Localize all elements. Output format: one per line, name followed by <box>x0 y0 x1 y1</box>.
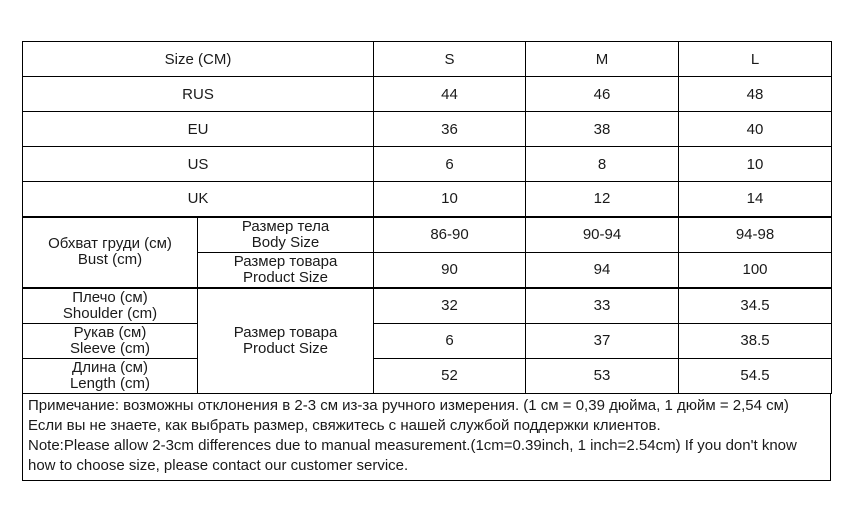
value-cell: 52 <box>373 357 527 394</box>
product-size-label-cell: Размер товара Product Size <box>196 251 375 288</box>
product-size-label-en: Product Size <box>242 268 329 286</box>
bust-label-en: Bust (cm) <box>77 251 143 268</box>
value-cell: 37 <box>525 322 680 359</box>
value-cell: 90 <box>373 251 527 288</box>
product-size-label-ru: Размер товара <box>233 252 338 270</box>
value-cell: 86-90 <box>373 215 527 253</box>
value-cell: 6 <box>373 322 527 359</box>
row-sleeve: Рукав (см) Sleeve (cm) 6 37 38.5 <box>22 322 833 359</box>
value-cell: 54.5 <box>678 357 833 394</box>
value-cell: 36 <box>373 111 527 147</box>
row-shoulder: Плечо (см) Shoulder (cm) Размер товара P… <box>22 286 833 394</box>
value-cell: 33 <box>525 286 680 324</box>
measure-group-label-ru: Размер товара <box>233 323 338 341</box>
value-cell: 10 <box>678 146 833 182</box>
row-label-uk: UK <box>21 181 375 217</box>
row-length: Длина (см) Length (cm) 52 53 54.5 <box>22 357 833 394</box>
value-cell: 46 <box>525 76 680 112</box>
length-label-ru: Длина (см) <box>72 358 148 376</box>
row-eu: EU 36 38 40 <box>21 111 833 147</box>
shoulder-label-ru: Плечо (см) <box>72 288 148 306</box>
value-cell: 48 <box>678 76 833 112</box>
note-box: Примечание: возможны отклонения в 2-3 см… <box>22 393 831 481</box>
note-text-ru: Примечание: возможны отклонения в 2-3 см… <box>28 397 789 434</box>
value-cell: 32 <box>373 286 527 324</box>
value-cell: 12 <box>525 181 680 217</box>
row-label-us: US <box>21 146 375 182</box>
value-cell: 14 <box>678 181 833 217</box>
value-cell: 10 <box>373 181 527 217</box>
row-label-rus: RUS <box>21 76 375 112</box>
bust-label-ru: Обхват груди (см) <box>48 235 172 252</box>
header-cell-size-s: S <box>373 41 527 77</box>
value-cell: 94-98 <box>678 215 833 253</box>
value-cell: 8 <box>525 146 680 182</box>
shoulder-label-cell: Плечо (см) Shoulder (cm) <box>22 286 198 324</box>
length-label-en: Length (cm) <box>69 374 151 392</box>
value-cell: 100 <box>678 251 833 288</box>
row-us: US 6 8 10 <box>21 146 833 182</box>
sleeve-label-cell: Рукав (см) Sleeve (cm) <box>22 322 198 359</box>
value-cell: 94 <box>525 251 680 288</box>
value-cell: 38.5 <box>678 322 833 359</box>
body-size-label-en: Body Size <box>251 233 320 251</box>
value-cell: 34.5 <box>678 286 833 324</box>
row-label-eu: EU <box>21 111 375 147</box>
row-bust-product-size: Размер товара Product Size 90 94 100 <box>23 251 833 288</box>
measure-group-label-en: Product Size <box>242 339 329 357</box>
value-cell: 90-94 <box>525 215 680 253</box>
value-cell: 38 <box>525 111 680 147</box>
measure-group-label-cell: Размер товара Product Size <box>196 286 375 394</box>
value-cell: 40 <box>678 111 833 147</box>
sleeve-label-en: Sleeve (cm) <box>69 339 151 357</box>
header-cell-size-l: L <box>678 41 833 77</box>
bust-label-cell: Обхват груди (см) Bust (cm) <box>22 215 198 288</box>
length-label-cell: Длина (см) Length (cm) <box>22 357 198 394</box>
body-size-label-cell: Размер тела Body Size <box>196 215 375 253</box>
header-row: Size (CM) S M L <box>21 41 833 77</box>
body-size-label-ru: Размер тела <box>241 217 330 235</box>
size-chart-table: Size (CM) S M L RUS 44 46 48 EU 36 38 40… <box>21 41 833 394</box>
sleeve-label-ru: Рукав (см) <box>73 323 147 341</box>
note-text-en: Note:Please allow 2-3cm differences due … <box>28 437 797 474</box>
header-cell-size-m: M <box>525 41 680 77</box>
row-rus: RUS 44 46 48 <box>21 76 833 112</box>
header-cell-size-cm: Size (CM) <box>21 41 375 77</box>
value-cell: 53 <box>525 357 680 394</box>
row-uk: UK 10 12 14 <box>21 181 833 217</box>
value-cell: 6 <box>373 146 527 182</box>
value-cell: 44 <box>373 76 527 112</box>
row-bust-body-size: Обхват груди (см) Bust (cm) Размер тела … <box>22 215 833 288</box>
shoulder-label-en: Shoulder (cm) <box>62 304 158 322</box>
